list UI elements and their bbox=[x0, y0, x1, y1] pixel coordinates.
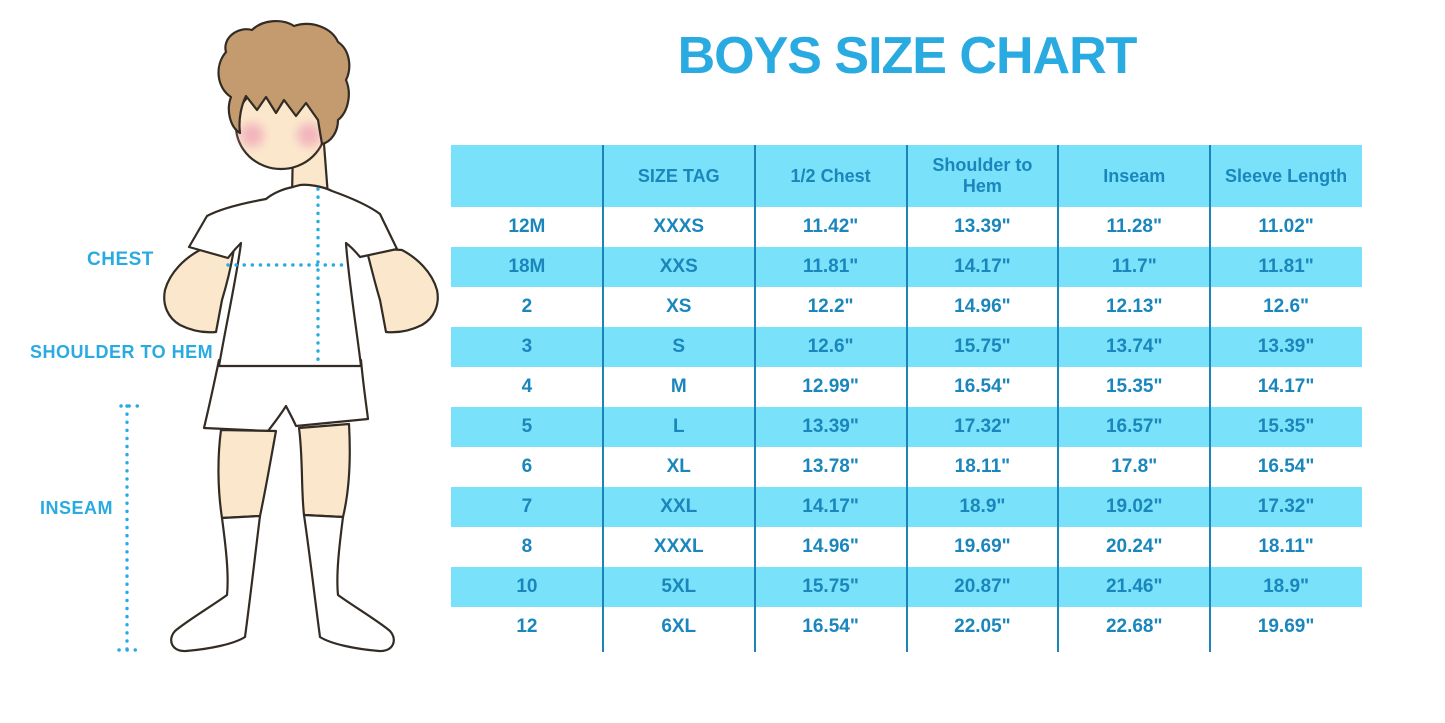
value-cell: XS bbox=[666, 296, 692, 317]
value-cell: 14.17" bbox=[1257, 376, 1315, 397]
chest-label: CHEST bbox=[87, 249, 154, 270]
value-cell: 22.68" bbox=[1105, 616, 1163, 637]
column-header-label: Inseam bbox=[1103, 165, 1166, 186]
shoulder-to-hem-label: SHOULDER TO HEM bbox=[30, 342, 214, 362]
size-cell: 12M bbox=[508, 216, 546, 237]
value-cell: 19.69" bbox=[1257, 616, 1315, 637]
value-cell: 11.81" bbox=[1258, 256, 1314, 277]
value-cell: 18.11" bbox=[954, 456, 1011, 477]
value-cell: 16.54" bbox=[802, 616, 859, 637]
column-header: 1/2 Chest bbox=[755, 145, 907, 207]
column-header-label: SIZE TAG bbox=[637, 165, 720, 186]
value-cell: 12.13" bbox=[1105, 296, 1163, 317]
value-cell: 18.11" bbox=[1258, 536, 1314, 557]
boy-illustration bbox=[117, 20, 439, 653]
value-cell: S bbox=[672, 336, 686, 357]
column-header: Inseam bbox=[1058, 145, 1210, 207]
size-table: SIZE TAG 1/2 Chest Shoulder to Hem Inseam Sl… bbox=[451, 145, 1362, 652]
value-cell: L bbox=[672, 416, 685, 437]
column-divider bbox=[753, 145, 756, 652]
value-cell: 17.32" bbox=[954, 416, 1011, 437]
column-divider bbox=[1057, 145, 1060, 652]
size-cell: 3 bbox=[521, 336, 533, 357]
value-cell: 12.2" bbox=[807, 296, 854, 317]
value-cell: 6XL bbox=[661, 616, 697, 637]
column-header-label: 1/2 Chest bbox=[790, 165, 871, 186]
column-header bbox=[451, 145, 603, 207]
value-cell: 15.75" bbox=[954, 336, 1011, 357]
value-cell: 12.6" bbox=[1263, 296, 1310, 317]
value-cell: XXXS bbox=[653, 216, 705, 237]
value-cell: 16.54" bbox=[954, 376, 1011, 397]
value-cell: 20.24" bbox=[1105, 536, 1163, 557]
size-cell: 5 bbox=[521, 416, 533, 437]
value-cell: 21.46" bbox=[1105, 576, 1163, 597]
size-cell: 4 bbox=[521, 376, 533, 397]
column-header: Sleeve Length bbox=[1210, 145, 1362, 207]
value-cell: XXS bbox=[659, 256, 698, 277]
value-cell: 22.05" bbox=[954, 616, 1011, 637]
value-cell: 19.02" bbox=[1105, 496, 1163, 517]
value-cell: 15.35" bbox=[1257, 416, 1315, 437]
column-divider bbox=[601, 145, 604, 652]
value-cell: 14.96" bbox=[954, 296, 1011, 317]
value-cell: 12.6" bbox=[807, 336, 854, 357]
value-cell: 15.75" bbox=[802, 576, 859, 597]
value-cell: 5XL bbox=[661, 576, 697, 597]
value-cell: 14.17" bbox=[802, 496, 859, 517]
right-sock-shape bbox=[302, 513, 395, 653]
value-cell: 17.32" bbox=[1257, 496, 1315, 517]
size-cell: 7 bbox=[521, 496, 533, 517]
value-cell: XXL bbox=[660, 496, 698, 517]
value-cell: 11.7" bbox=[1111, 256, 1157, 277]
right-arm-shape bbox=[364, 246, 439, 334]
column-divider bbox=[905, 145, 908, 652]
value-cell: 16.57" bbox=[1105, 416, 1163, 437]
left-sock-shape bbox=[170, 514, 262, 653]
size-cell: 10 bbox=[516, 576, 538, 597]
value-cell: 13.39" bbox=[954, 216, 1011, 237]
value-cell: 20.87" bbox=[954, 576, 1011, 597]
hair-shape bbox=[217, 20, 351, 146]
value-cell: M bbox=[670, 376, 687, 397]
column-header: Shoulder to Hem bbox=[906, 145, 1058, 207]
value-cell: 11.02" bbox=[1258, 216, 1314, 237]
column-header-label: Shoulder to Hem bbox=[932, 155, 1033, 196]
column-header: SIZE TAG bbox=[603, 145, 755, 207]
value-cell: XXXL bbox=[653, 536, 704, 557]
shorts-shape bbox=[202, 358, 370, 433]
value-cell: 13.74" bbox=[1105, 336, 1163, 357]
tshirt-shape bbox=[187, 183, 399, 368]
size-cell: 18M bbox=[508, 256, 546, 277]
value-cell: 11.81" bbox=[802, 256, 859, 277]
size-cell: 2 bbox=[521, 296, 533, 317]
left-arm-shape bbox=[163, 246, 236, 334]
cheek-left bbox=[240, 123, 264, 147]
value-cell: 14.17" bbox=[954, 256, 1011, 277]
size-cell: 8 bbox=[521, 536, 533, 557]
column-divider bbox=[1209, 145, 1212, 652]
value-cell: 15.35" bbox=[1105, 376, 1163, 397]
inseam-label: INSEAM bbox=[40, 498, 114, 518]
right-leg-shape bbox=[297, 422, 351, 519]
value-cell: 17.8" bbox=[1111, 456, 1158, 477]
value-cell: 11.28" bbox=[1106, 216, 1162, 237]
cheek-right bbox=[297, 123, 321, 147]
column-header-label: Sleeve Length bbox=[1225, 165, 1348, 186]
value-cell: 18.9" bbox=[959, 496, 1006, 517]
page-title: BOYS SIZE CHART bbox=[677, 27, 1138, 85]
value-cell: 16.54" bbox=[1257, 456, 1315, 477]
value-cell: XL bbox=[666, 456, 691, 477]
value-cell: 13.39" bbox=[802, 416, 859, 437]
left-leg-shape bbox=[217, 428, 278, 520]
value-cell: 11.42" bbox=[802, 216, 859, 237]
value-cell: 13.39" bbox=[1257, 336, 1315, 357]
value-cell: 12.99" bbox=[802, 376, 859, 397]
value-cell: 18.9" bbox=[1263, 576, 1310, 597]
size-cell: 12 bbox=[516, 616, 538, 637]
value-cell: 13.78" bbox=[802, 456, 859, 477]
value-cell: 19.69" bbox=[954, 536, 1011, 557]
size-cell: 6 bbox=[521, 456, 533, 477]
value-cell: 14.96" bbox=[802, 536, 859, 557]
